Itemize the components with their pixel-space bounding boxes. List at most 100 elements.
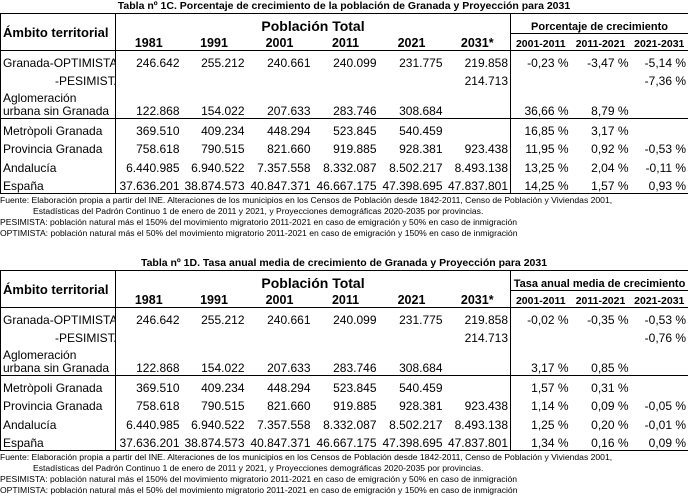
cell: 207.633 xyxy=(246,87,313,119)
cell: 36,66 % xyxy=(510,87,571,119)
cell xyxy=(115,69,182,88)
cell: 8.502.217 xyxy=(389,160,443,175)
cell: -0,11 % xyxy=(645,160,687,175)
header-row: 1981 1991 2001 2011 2021 2031* 2001-2011 2011-2… xyxy=(1,33,688,51)
note: Estadísticas del Padrón Continuo 1 de en… xyxy=(33,206,484,216)
period-header: 2011-2021 xyxy=(570,33,631,51)
cell: 255.212 xyxy=(201,312,245,327)
table-row: Andalucía 6.440.985 6.940.522 7.357.558 8.33… xyxy=(1,155,688,175)
cell: 821.660 xyxy=(267,398,311,413)
cell: 3,17 % xyxy=(591,123,629,138)
cell xyxy=(313,327,379,345)
cell: 8.332.087 xyxy=(323,417,377,432)
cell: -0,05 % xyxy=(644,398,687,413)
year-header: 2011 xyxy=(312,290,379,308)
cell: 47.837.801 xyxy=(447,179,509,193)
table-row: España 37.636.201 38.874.573 40.847.371 46.6… xyxy=(1,431,688,451)
cell: 928.381 xyxy=(399,398,443,413)
table-row: Metròpoli Granada 369.510 409.234 448.294 52… xyxy=(1,118,688,138)
cell: 7.357.558 xyxy=(257,160,311,175)
row-label: Andalucía xyxy=(3,160,57,175)
cell: 308.684 xyxy=(378,344,445,376)
cell: 758.618 xyxy=(115,137,182,156)
cell: 369.510 xyxy=(115,375,182,395)
cell: 219.858 xyxy=(464,312,509,327)
table-row: Aglomeración urbana sin Granada 122.868 15… xyxy=(0,87,688,119)
cell: 758.618 xyxy=(115,394,182,413)
cell xyxy=(444,344,511,376)
cell xyxy=(571,327,631,345)
cell: 246.642 xyxy=(115,50,182,70)
table-row: Andalucía 6.440.985 6.940.522 7.357.558 8.33… xyxy=(1,412,688,432)
cell xyxy=(510,326,571,345)
note: Fuente: Elaboración propia a partir del … xyxy=(0,195,613,205)
cell: 214.713 xyxy=(464,330,509,345)
year-header: 2001 xyxy=(246,290,313,308)
cell xyxy=(444,87,511,119)
cell xyxy=(571,70,631,88)
cell: 122.868 xyxy=(115,87,182,119)
cell: 790.515 xyxy=(201,141,245,156)
cell: 40.847.371 xyxy=(250,179,311,193)
year-header: 2021 xyxy=(378,33,445,51)
cell: 14,25 % xyxy=(510,174,571,194)
cell: 47.398.695 xyxy=(382,179,443,193)
table-row: España 37.636.201 38.874.573 40.847.371 46.6… xyxy=(1,174,688,194)
cell: 1,14 % xyxy=(510,394,571,413)
cell: 369.510 xyxy=(115,118,182,138)
cell: 240.099 xyxy=(333,312,377,327)
period-header: 2001-2011 xyxy=(510,33,571,51)
row-label: Aglomeración urbana sin Granada xyxy=(0,87,116,119)
row-label: Aglomeración urbana sin Granada xyxy=(0,344,116,376)
year-header: 1981 xyxy=(115,33,182,51)
cell xyxy=(631,376,688,395)
cell: 1,25 % xyxy=(510,412,571,432)
data-table: Ámbito territorial Población Total Porcent… xyxy=(0,13,688,194)
cell xyxy=(631,119,688,138)
cell: 214.713 xyxy=(464,73,509,88)
cell: 7.357.558 xyxy=(257,417,311,432)
cell xyxy=(313,70,379,88)
row-label: España xyxy=(3,436,44,450)
year-header: 2021 xyxy=(378,290,445,308)
header-label: Ámbito territorial xyxy=(0,13,116,51)
cell xyxy=(630,87,688,119)
cell: 6.940.522 xyxy=(191,417,245,432)
cell: 13,25 % xyxy=(510,155,571,175)
cell xyxy=(247,70,313,88)
table-row: Provincia Granada 758.618 790.515 821.660 91… xyxy=(1,394,688,413)
cell: 8.493.138 xyxy=(454,417,509,432)
cell xyxy=(379,70,445,88)
row-label: Provincia Granada xyxy=(3,398,103,413)
table-row: Metròpoli Granada 369.510 409.234 448.294 52… xyxy=(1,375,688,395)
cell: -0,53 % xyxy=(644,312,687,327)
cell: 47.398.695 xyxy=(382,436,443,450)
cell: 409.234 xyxy=(201,123,245,138)
period-header: 2021-2031 xyxy=(630,290,688,308)
cell: 523.845 xyxy=(333,380,377,395)
table-row: Provincia Granada 758.618 790.515 821.660 91… xyxy=(1,137,688,156)
notes: Fuente: Elaboración propia a partir del … xyxy=(0,451,688,496)
cell: 8.332.087 xyxy=(323,160,377,175)
cell: -3,47 % xyxy=(587,55,629,70)
cell: 923.438 xyxy=(464,398,509,413)
cell: 1,57 % xyxy=(591,179,629,193)
header-group: Porcentaje de crecimiento xyxy=(510,13,688,34)
cell: 2,04 % xyxy=(591,160,629,175)
cell: 240.661 xyxy=(267,312,311,327)
cell: 246.642 xyxy=(115,307,182,327)
cell: 46.667.175 xyxy=(316,436,377,450)
cell: 37.636.201 xyxy=(115,431,182,451)
cell: 0,92 % xyxy=(591,141,629,156)
cell: 409.234 xyxy=(201,380,245,395)
cell: -5,14 % xyxy=(644,55,687,70)
cell: 1,57 % xyxy=(510,375,571,395)
cell: 919.885 xyxy=(333,141,377,156)
cell: 37.636.201 xyxy=(115,174,182,194)
note: OPTIMISTA: población natural más el 50% … xyxy=(0,485,518,495)
cell: 308.684 xyxy=(378,87,445,119)
cell: 11,95 % xyxy=(510,137,571,156)
cell: 540.459 xyxy=(399,123,443,138)
table-row: -PESIMISTA 214.713 -7,36 % xyxy=(1,69,688,88)
